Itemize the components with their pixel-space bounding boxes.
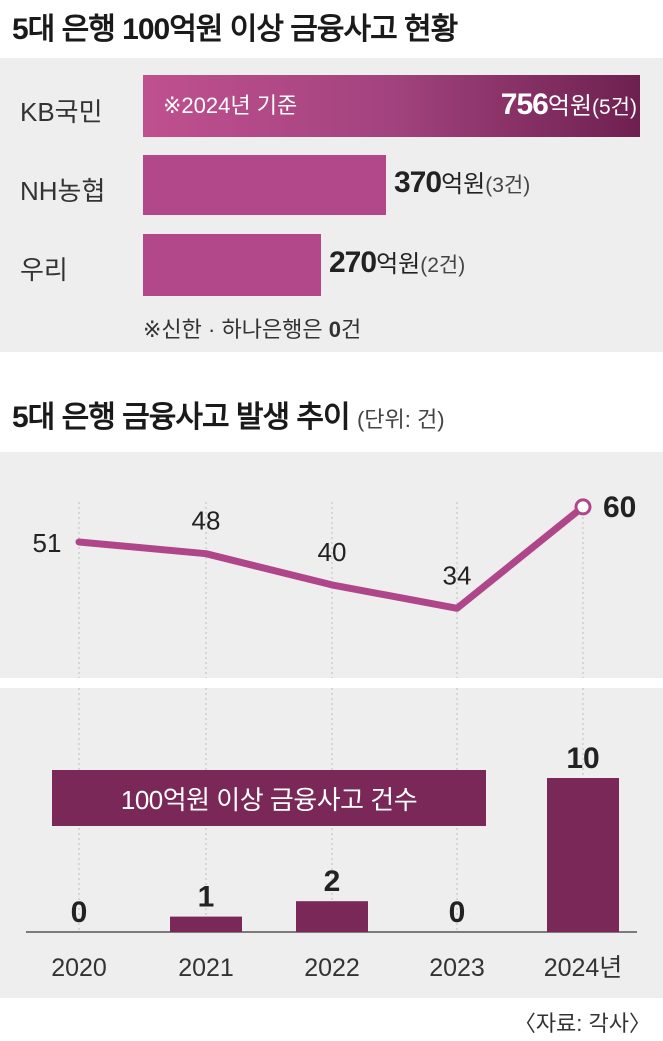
- x-tick-label: 2021: [178, 954, 234, 982]
- trend-chart: 0 2020 1 2021 2 2022 0 2023 10 2024년 51 48 40 34 60: [0, 452, 663, 998]
- footnote: ※신한 · 하나은행은 0건: [143, 317, 362, 342]
- section-title-bank-accidents: 5대 은행 100억원 이상 금융사고 현황: [12, 13, 458, 46]
- trend-value-label: 34: [443, 560, 472, 590]
- bar-count-label: 0: [71, 896, 88, 929]
- trend-value-label: 48: [192, 506, 221, 536]
- bar-value-nh: 370억원(3건): [394, 166, 531, 199]
- trend-value-label: 40: [318, 537, 347, 567]
- bar-value-kb: 756억원(5건): [500, 88, 637, 121]
- bar-nh: [143, 155, 386, 215]
- bar-label-woori: 우리: [20, 255, 68, 285]
- bar-legend: 100억원 이상 금융사고 건수: [52, 770, 486, 826]
- trend-value-label: 51: [33, 528, 62, 558]
- bar-label-kb: KB국민: [20, 97, 103, 127]
- bar-value-woori: 270억원(2건): [329, 246, 466, 279]
- x-tick-label: 2022: [304, 954, 360, 982]
- trend-point-end: [574, 498, 592, 516]
- x-tick-label: 2020: [51, 954, 107, 982]
- line-chart-background: [0, 452, 663, 678]
- bar-count-label: 10: [566, 742, 599, 775]
- source-note: 〈자료: 각사〉: [513, 1011, 651, 1036]
- bar-count-2022: [296, 901, 368, 932]
- bar-count-label: 2: [324, 865, 341, 898]
- bank-bar-chart-panel: KB국민 NH농협 우리 ※2024년 기준 756억원(5건) 370억원(3…: [0, 58, 663, 352]
- x-tick-label: 2024년: [544, 954, 623, 982]
- bar-label-nh: NH농협: [20, 176, 106, 206]
- bar-woori: [143, 234, 321, 296]
- bar-count-label: 0: [449, 896, 466, 929]
- bar-note: ※2024년 기준: [163, 93, 298, 118]
- x-tick-label: 2023: [429, 954, 485, 982]
- bar-count-2024년: [547, 778, 619, 932]
- bar-count-label: 1: [198, 881, 215, 914]
- bar-kb: ※2024년 기준: [143, 75, 640, 137]
- bar-count-2021: [170, 916, 242, 932]
- trend-value-label: 60: [603, 491, 636, 524]
- trend-line: [75, 503, 587, 612]
- section-title-trend: 5대 은행 금융사고 발생 추이 (단위: 건): [12, 401, 445, 434]
